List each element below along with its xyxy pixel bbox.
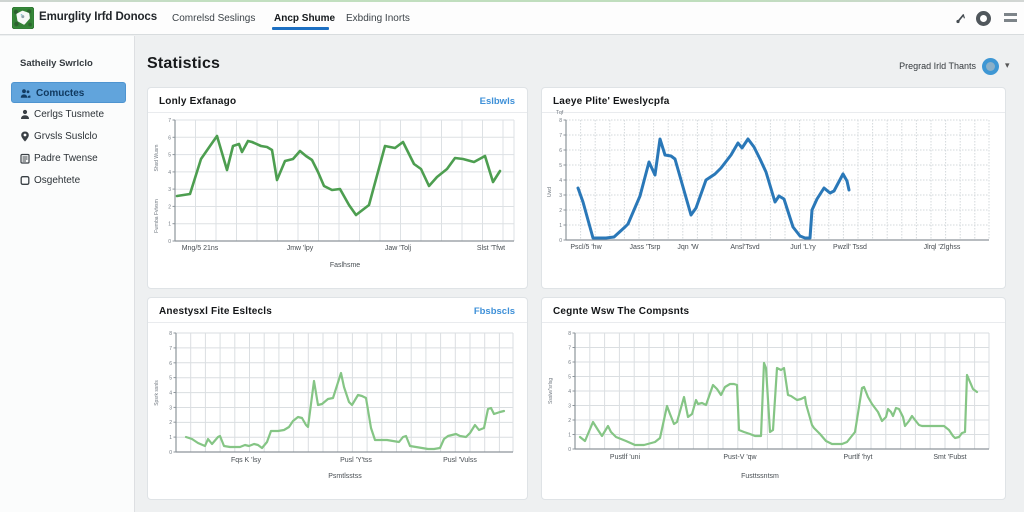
svg-text:3: 3 — [559, 193, 562, 199]
svg-text:4: 4 — [169, 391, 172, 397]
svg-text:3: 3 — [169, 405, 172, 411]
svg-text:5: 5 — [169, 376, 172, 382]
svg-text:Jass 'Tsrp: Jass 'Tsrp — [630, 244, 661, 251]
svg-text:8: 8 — [568, 331, 571, 337]
svg-text:5: 5 — [168, 153, 171, 159]
svg-text:Shsd Wusm: Shsd Wusm — [154, 145, 160, 172]
svg-text:8: 8 — [559, 118, 562, 124]
svg-text:0: 0 — [559, 238, 562, 244]
svg-text:Pwzll' Tssd: Pwzll' Tssd — [833, 244, 867, 251]
svg-text:7: 7 — [168, 118, 171, 124]
svg-text:8: 8 — [169, 331, 172, 337]
svg-text:Purtlf 'hyt: Purtlf 'hyt — [844, 454, 873, 461]
svg-text:3: 3 — [168, 187, 171, 193]
svg-text:Psmtlsstss: Psmtlsstss — [328, 473, 362, 480]
svg-text:6: 6 — [559, 148, 562, 154]
svg-text:0: 0 — [169, 450, 172, 456]
svg-text:6: 6 — [568, 360, 571, 366]
svg-text:2: 2 — [568, 418, 571, 424]
svg-text:Pust-V 'qw: Pust-V 'qw — [723, 454, 757, 461]
svg-text:Pusl 'Y'tss: Pusl 'Y'tss — [340, 457, 372, 464]
svg-text:7: 7 — [568, 346, 571, 352]
svg-text:Slst 'Tfwt: Slst 'Tfwt — [477, 245, 505, 252]
svg-text:Mng/5 21ns: Mng/5 21ns — [182, 245, 219, 252]
svg-text:Smt 'Fubst: Smt 'Fubst — [933, 454, 966, 461]
svg-text:Faslhsme: Faslhsme — [330, 262, 360, 269]
svg-text:Spsrk ssnls: Spsrk ssnls — [154, 380, 160, 406]
svg-text:0: 0 — [568, 447, 571, 453]
svg-text:2: 2 — [169, 420, 172, 426]
svg-text:5: 5 — [559, 163, 562, 169]
svg-text:Jurl 'L'ry: Jurl 'L'ry — [790, 244, 816, 251]
svg-text:Pusl 'Vulss: Pusl 'Vulss — [443, 457, 477, 464]
svg-text:Jqn 'W: Jqn 'W — [677, 244, 699, 251]
svg-text:6: 6 — [169, 361, 172, 367]
svg-text:4: 4 — [168, 170, 171, 176]
svg-text:Fwmba Fvlvsm: Fwmba Fvlvsm — [154, 199, 160, 233]
svg-text:Fusttssntsm: Fusttssntsm — [741, 473, 779, 480]
svg-text:7: 7 — [169, 346, 172, 352]
svg-text:Uwd: Uwd — [547, 187, 553, 197]
svg-text:Ansl'Tsvd: Ansl'Tsvd — [730, 244, 759, 251]
svg-text:0: 0 — [168, 239, 171, 245]
svg-text:4: 4 — [568, 389, 571, 395]
svg-text:5: 5 — [568, 375, 571, 381]
svg-text:1: 1 — [568, 433, 571, 439]
svg-text:3: 3 — [568, 404, 571, 410]
svg-text:2: 2 — [559, 208, 562, 214]
svg-text:Fqs K 'lsy: Fqs K 'lsy — [231, 457, 262, 464]
svg-text:1: 1 — [168, 222, 171, 228]
svg-text:7: 7 — [559, 133, 562, 139]
svg-text:1: 1 — [169, 435, 172, 441]
svg-text:Jaw 'Tolj: Jaw 'Tolj — [385, 245, 412, 252]
svg-text:Tqf: Tqf — [556, 110, 564, 116]
svg-text:4: 4 — [559, 178, 562, 184]
svg-text:Jlrql 'Zlghss: Jlrql 'Zlghss — [924, 244, 961, 251]
svg-text:Pscl/5 'hw: Pscl/5 'hw — [570, 244, 602, 251]
svg-text:Pustlf 'uni: Pustlf 'uni — [610, 454, 641, 461]
svg-text:1: 1 — [559, 223, 562, 229]
svg-text:2: 2 — [168, 204, 171, 210]
svg-text:6: 6 — [168, 135, 171, 141]
svg-text:Jmw 'lpy: Jmw 'lpy — [287, 245, 314, 252]
svg-text:Ssslw/'srlsg: Ssslw/'srlsg — [548, 378, 554, 404]
